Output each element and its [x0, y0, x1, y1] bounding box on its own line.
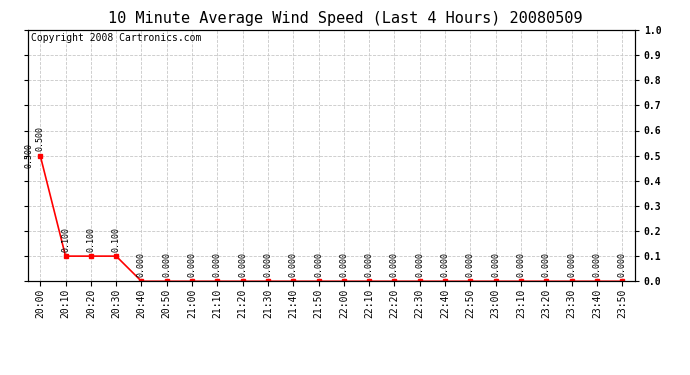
Text: 10 Minute Average Wind Speed (Last 4 Hours) 20080509: 10 Minute Average Wind Speed (Last 4 Hou…	[108, 11, 582, 26]
Text: 0.000: 0.000	[618, 252, 627, 277]
Text: 0.000: 0.000	[162, 252, 171, 277]
Text: 0.000: 0.000	[137, 252, 146, 277]
Text: 0.100: 0.100	[61, 227, 70, 252]
Text: 0.000: 0.000	[314, 252, 323, 277]
Text: 0.000: 0.000	[440, 252, 450, 277]
Text: 0.000: 0.000	[213, 252, 222, 277]
Text: Copyright 2008 Cartronics.com: Copyright 2008 Cartronics.com	[30, 33, 201, 42]
Text: 0.000: 0.000	[542, 252, 551, 277]
Text: 0.000: 0.000	[264, 252, 273, 277]
Text: 0.000: 0.000	[339, 252, 348, 277]
Text: 0.100: 0.100	[86, 227, 95, 252]
Text: 0.500: 0.500	[25, 143, 34, 168]
Text: 0.000: 0.000	[288, 252, 298, 277]
Text: 0.000: 0.000	[188, 252, 197, 277]
Text: 0.000: 0.000	[390, 252, 399, 277]
Text: 0.000: 0.000	[415, 252, 424, 277]
Text: 0.000: 0.000	[592, 252, 602, 277]
Text: 0.000: 0.000	[567, 252, 576, 277]
Text: 0.000: 0.000	[491, 252, 500, 277]
Text: 0.500: 0.500	[36, 126, 45, 152]
Text: 0.000: 0.000	[364, 252, 374, 277]
Text: 0.000: 0.000	[516, 252, 526, 277]
Text: 0.000: 0.000	[466, 252, 475, 277]
Text: 0.000: 0.000	[238, 252, 247, 277]
Text: 0.100: 0.100	[112, 227, 121, 252]
